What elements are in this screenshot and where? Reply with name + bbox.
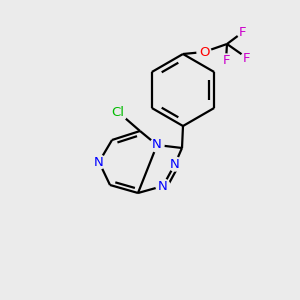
- Circle shape: [109, 104, 127, 122]
- Circle shape: [220, 54, 232, 66]
- Circle shape: [92, 155, 106, 169]
- Circle shape: [156, 179, 170, 193]
- Text: Cl: Cl: [112, 106, 124, 119]
- Circle shape: [241, 52, 253, 64]
- Text: N: N: [170, 158, 180, 170]
- Text: F: F: [239, 26, 247, 38]
- Text: F: F: [243, 52, 251, 64]
- Text: N: N: [152, 139, 162, 152]
- Text: N: N: [158, 179, 168, 193]
- Circle shape: [237, 26, 249, 38]
- Text: O: O: [199, 46, 209, 59]
- Text: N: N: [94, 155, 104, 169]
- Circle shape: [197, 45, 211, 59]
- Circle shape: [150, 138, 164, 152]
- Circle shape: [168, 157, 182, 171]
- Text: F: F: [222, 53, 230, 67]
